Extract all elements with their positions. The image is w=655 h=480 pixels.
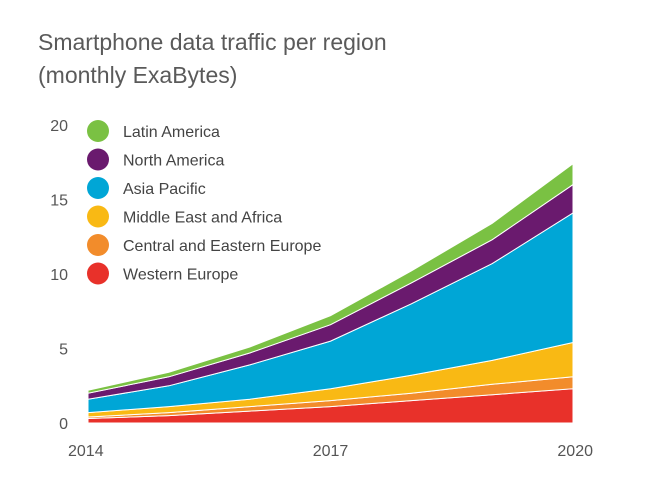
chart-title-line2: (monthly ExaBytes) xyxy=(38,62,238,88)
legend-label-north-america: North America xyxy=(123,153,224,170)
legend-swatch-middle-east-and-africa xyxy=(87,205,109,228)
legend-swatch-western-europe xyxy=(87,262,109,285)
legend-label-latin-america: Latin America xyxy=(123,124,220,141)
legend-swatch-north-america xyxy=(87,148,109,171)
y-tick-label-5: 5 xyxy=(59,342,68,359)
legend-swatch-asia-pacific xyxy=(87,177,109,199)
y-tick-label-10: 10 xyxy=(50,267,68,284)
x-axis-tick-labels: 2014 2017 2020 xyxy=(68,443,593,460)
chart-title-line1: Smartphone data traffic per region xyxy=(38,29,387,55)
x-tick-label-2017: 2017 xyxy=(313,443,349,460)
legend-swatch-central-and-eastern-europe xyxy=(87,234,109,256)
area-layers xyxy=(87,162,574,424)
legend-label-asia-pacific: Asia Pacific xyxy=(123,181,206,198)
x-tick-label-2020: 2020 xyxy=(557,443,593,460)
area-latin-america xyxy=(87,162,574,394)
legend-label-middle-east-and-africa: Middle East and Africa xyxy=(123,210,282,227)
y-axis-tick-labels: 0 5 10 15 20 xyxy=(50,118,68,433)
chart-title: Smartphone data traffic per region (mont… xyxy=(38,26,387,92)
legend-label-western-europe: Western Europe xyxy=(123,267,238,284)
y-tick-label-20: 20 xyxy=(50,118,68,135)
legend-label-central-and-eastern-europe: Central and Eastern Europe xyxy=(123,238,321,255)
y-tick-label-0: 0 xyxy=(59,416,68,433)
x-tick-label-2014: 2014 xyxy=(68,443,104,460)
y-tick-label-15: 15 xyxy=(50,193,68,210)
legend-swatch-latin-america xyxy=(87,120,109,142)
legend: Latin America North America Asia Pacific Mi… xyxy=(87,120,321,285)
